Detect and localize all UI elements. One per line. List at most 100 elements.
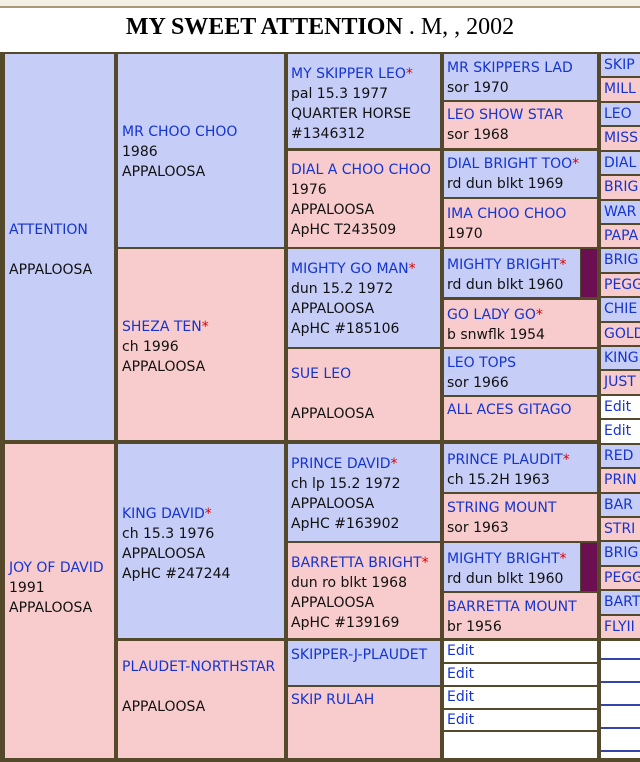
g5-cell: STRI	[601, 518, 640, 540]
g5-name[interactable]: PEGG	[604, 570, 640, 586]
g5-cell: PEGG	[601, 274, 640, 296]
edit-link[interactable]: Edit	[604, 423, 632, 439]
g5-cell: BRIG	[601, 249, 640, 272]
g5-name[interactable]: LEO	[604, 106, 632, 122]
g5-name[interactable]: BRIG	[604, 252, 639, 268]
g5-name[interactable]: MISS	[604, 130, 638, 146]
g5-cell: JUST	[601, 371, 640, 394]
g5-divider	[601, 750, 640, 752]
g5-cell: SKIP	[601, 54, 640, 76]
sire-dam-cell: SHEZA TEN* ch 1996 APPALOOSA	[118, 249, 284, 440]
dam-cell: JOY OF DAVID 1991 APPALOOSA	[5, 444, 114, 758]
edit-link[interactable]: Edit	[604, 399, 632, 415]
g5-name[interactable]: WAR	[604, 204, 637, 220]
g5-name[interactable]: PEGG	[604, 277, 640, 293]
g5-cell: Edit	[601, 420, 640, 443]
g5-name[interactable]: CHIE	[604, 301, 638, 317]
g4-edit-2: Edit	[444, 664, 597, 685]
g5-name[interactable]: DIAL	[604, 155, 637, 171]
g4-cell-5: MIGHTY BRIGHT* rd dun blkt 1960	[444, 249, 580, 297]
g4-cell-9: PRINCE PLAUDIT* ch 15.2H 1963	[444, 444, 597, 492]
g5-name[interactable]: KING	[604, 350, 639, 366]
g4-cell-11-marker	[581, 543, 597, 591]
g5-cell: RED	[601, 445, 640, 467]
g4-cell-4: IMA CHOO CHOO 1970	[444, 199, 597, 247]
g5-cell: LEO	[601, 103, 640, 125]
edit-link[interactable]: Edit	[447, 689, 475, 705]
g4-cell-11: MIGHTY BRIGHT* rd dun blkt 1960	[444, 543, 580, 591]
sire-sire-name[interactable]: MR CHOO CHOO	[122, 124, 238, 140]
g4-cell-6: GO LADY GO* b snwflk 1954	[444, 300, 597, 347]
g5-name[interactable]: STRI	[604, 521, 636, 537]
g4-cell-10: STRING MOUNT sor 1963	[444, 494, 597, 541]
g3-cell-2: DIAL A CHOO CHOO 1976 APPALOOSA ApHC T24…	[288, 151, 440, 247]
g5-name[interactable]: GOLD	[604, 326, 640, 342]
g5-name[interactable]: BRIG	[604, 545, 639, 561]
g5-cell: DIAL	[601, 152, 640, 174]
g5-cell: Edit	[601, 396, 640, 418]
page-title: MY SWEET ATTENTION . M, , 2002	[0, 14, 640, 54]
g5-divider	[601, 727, 640, 729]
dam-dam-name[interactable]: PLAUDET-NORTHSTAR	[122, 659, 276, 675]
g5-cell: BART	[601, 591, 640, 614]
edit-link[interactable]: Edit	[447, 712, 475, 728]
g4-edit-3: Edit	[444, 687, 597, 708]
g5-name[interactable]: JUST	[604, 374, 636, 390]
g5-cell: BRIG	[601, 542, 640, 565]
g3-cell-3: MIGHTY GO MAN* dun 15.2 1972 APPALOOSA A…	[288, 249, 440, 347]
g5-cell: PAPA	[601, 225, 640, 247]
g5-name[interactable]: MILL	[604, 81, 636, 97]
g4-cell-12: BARRETTA MOUNT br 1956	[444, 593, 597, 638]
g3-cell-6: BARRETTA BRIGHT* dun ro blkt 1968 APPALO…	[288, 543, 440, 638]
g5-cell: BRIG	[601, 176, 640, 199]
g5-cell: MILL	[601, 78, 640, 101]
g3-cell-5: PRINCE DAVID* ch lp 15.2 1972 APPALOOSA …	[288, 444, 440, 541]
g5-name[interactable]: BAR	[604, 497, 633, 513]
g3-cell-4: SUE LEO APPALOOSA	[288, 349, 440, 440]
dam-name[interactable]: JOY OF DAVID	[9, 560, 104, 576]
horse-details: . M, , 2002	[402, 14, 515, 40]
edit-link[interactable]: Edit	[447, 643, 475, 659]
g4-edit-1: Edit	[444, 641, 597, 662]
g5-name[interactable]: RED	[604, 448, 634, 464]
g5-name[interactable]: PRIN	[604, 472, 637, 488]
g4-cell-1: MR SKIPPERS LAD sor 1970	[444, 54, 597, 100]
sire-cell: ATTENTION APPALOOSA	[5, 54, 114, 440]
g5-cell: FLYII	[601, 616, 640, 638]
edit-link[interactable]: Edit	[447, 666, 475, 682]
g5-cell: GOLD	[601, 323, 640, 345]
g5-blank-area	[601, 641, 640, 758]
dam-sire-name[interactable]: KING DAVID*	[122, 506, 212, 522]
g5-name[interactable]: PAPA	[604, 228, 639, 244]
sire-sire-cell: MR CHOO CHOO 1986 APPALOOSA	[118, 54, 284, 247]
g5-cell: KING	[601, 347, 640, 369]
g3-cell-1: MY SKIPPER LEO* pal 15.3 1977 QUARTER HO…	[288, 54, 440, 148]
g3-cell-8: SKIP RULAH	[288, 687, 440, 758]
g4-cell-2: LEO SHOW STAR sor 1968	[444, 102, 597, 148]
g5-name[interactable]: BART	[604, 594, 640, 610]
pedigree-chart: ATTENTION APPALOOSA JOY OF DAVID 1991 AP…	[0, 52, 640, 762]
horse-name: MY SWEET ATTENTION	[125, 14, 403, 40]
sire-breed: APPALOOSA	[9, 262, 93, 278]
dam-dam-cell: PLAUDET-NORTHSTAR APPALOOSA	[118, 641, 284, 758]
g5-name[interactable]: SKIP	[604, 57, 635, 73]
dam-sire-cell: KING DAVID* ch 15.3 1976 APPALOOSA ApHC …	[118, 444, 284, 638]
g5-divider	[601, 704, 640, 706]
top-border	[0, 0, 640, 8]
sire-dam-name[interactable]: SHEZA TEN*	[122, 319, 209, 335]
g5-name[interactable]: FLYII	[604, 619, 635, 635]
g5-cell: WAR	[601, 201, 640, 223]
g5-cell: BAR	[601, 494, 640, 516]
g4-blank	[444, 732, 597, 758]
g4-cell-5-marker	[581, 249, 597, 297]
sire-name[interactable]: ATTENTION	[9, 222, 88, 238]
g5-cell: MISS	[601, 127, 640, 150]
g5-cell: PEGG	[601, 567, 640, 589]
g5-cell: PRIN	[601, 469, 640, 492]
g5-divider	[601, 681, 640, 683]
g5-name[interactable]: BRIG	[604, 179, 639, 195]
g4-cell-3: DIAL BRIGHT TOO* rd dun blkt 1969	[444, 151, 597, 197]
g4-edit-4: Edit	[444, 710, 597, 730]
g5-cell: CHIE	[601, 298, 640, 321]
g4-cell-8: ALL ACES GITAGO	[444, 397, 597, 440]
